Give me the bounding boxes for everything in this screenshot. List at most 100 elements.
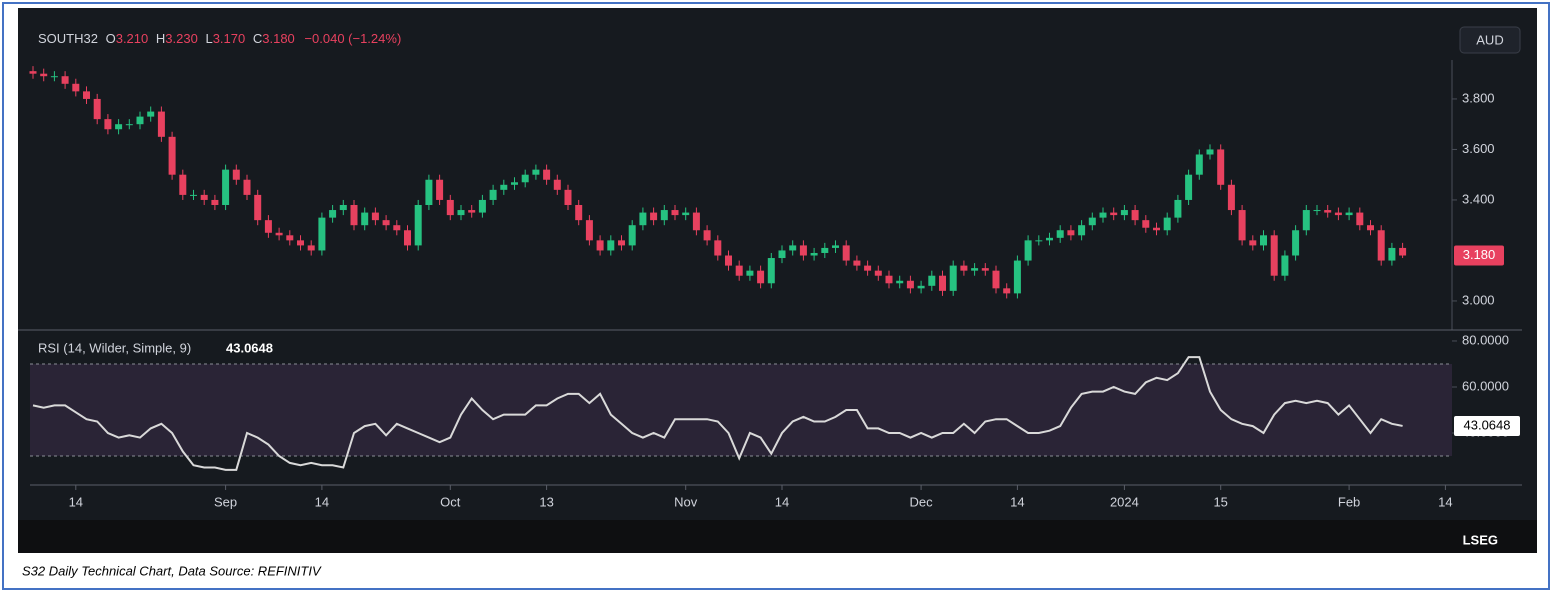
- rsi-y-tick-label: 60.0000: [1462, 378, 1509, 393]
- candle-body: [981, 268, 989, 271]
- candle-body: [1270, 235, 1278, 276]
- rsi-current-badge: [1454, 415, 1520, 436]
- candle-body: [532, 169, 540, 175]
- x-tick-label: 14: [775, 494, 789, 509]
- candle-body: [1313, 210, 1321, 212]
- candle-body: [468, 210, 476, 213]
- candle-body: [1195, 154, 1203, 175]
- close-value: 3.180: [262, 31, 295, 46]
- candle-body: [93, 98, 101, 120]
- candle-body: [650, 212, 658, 221]
- candle-body: [339, 205, 347, 211]
- candle-body: [1206, 149, 1214, 155]
- candle-body: [853, 260, 861, 266]
- candle-body: [821, 247, 829, 253]
- candle-body: [382, 220, 390, 226]
- x-tick-label: 15: [1213, 494, 1227, 509]
- candle-body: [50, 76, 58, 78]
- candle-body: [543, 169, 551, 180]
- candle-body: [329, 210, 337, 218]
- open-label: O: [106, 31, 116, 46]
- rsi-y-tick-label: 80.0000: [1462, 332, 1509, 347]
- candle-body: [243, 179, 251, 195]
- candle-body: [457, 210, 465, 216]
- candle-body: [928, 275, 936, 286]
- candle-body: [596, 240, 604, 251]
- candle-body: [1185, 174, 1193, 200]
- candle-body: [725, 255, 732, 266]
- candle-body: [500, 184, 508, 190]
- candle-body: [157, 111, 165, 137]
- caption: S32 Daily Technical Chart, Data Source: …: [22, 563, 322, 578]
- currency-button[interactable]: [1459, 26, 1521, 54]
- candle-body: [222, 169, 230, 205]
- candle-body: [1249, 240, 1257, 246]
- candle-body: [1302, 210, 1310, 231]
- candle-body: [275, 232, 283, 236]
- candle-body: [607, 240, 615, 251]
- candle-body: [992, 270, 1000, 289]
- candle-body: [864, 265, 872, 271]
- x-tick-label: Sep: [214, 494, 237, 509]
- candle-body: [147, 111, 155, 117]
- candle-body: [1088, 217, 1096, 226]
- candle-body: [639, 212, 647, 226]
- candle-body: [842, 245, 850, 261]
- candle-body: [1356, 212, 1364, 226]
- rsi-current: 43.0648: [226, 340, 273, 355]
- candle-body: [179, 174, 187, 195]
- x-tick-label: 14: [315, 494, 329, 509]
- candle-body: [286, 235, 294, 241]
- candle-body: [585, 220, 593, 241]
- candle-body: [1153, 227, 1160, 231]
- x-tick-label: 2024: [1110, 494, 1139, 509]
- candle-body: [1399, 247, 1407, 256]
- rsi-title: RSI (14, Wilder, Simple, 9): [38, 340, 191, 355]
- candle-body: [1099, 212, 1107, 218]
- candle-body: [885, 275, 893, 284]
- candle-body: [1238, 210, 1246, 241]
- candle-body: [618, 240, 625, 246]
- change: −0.040 (−1.24%): [304, 31, 401, 46]
- candle-body: [307, 245, 315, 251]
- candle-body: [1345, 212, 1353, 216]
- candle-body: [757, 270, 765, 284]
- candle-body: [1013, 260, 1021, 294]
- candle-body: [404, 230, 411, 246]
- x-tick-label: 14: [69, 494, 83, 509]
- candle-body: [917, 285, 925, 289]
- candle-body: [136, 116, 144, 125]
- candle-body: [168, 136, 176, 175]
- candle-body: [832, 245, 839, 248]
- candle-body: [714, 240, 722, 256]
- candle-body: [874, 270, 882, 276]
- candle-body: [660, 210, 668, 221]
- candle-body: [1067, 230, 1075, 236]
- candle-body: [489, 189, 497, 200]
- candle-body: [414, 205, 422, 246]
- candle-body: [1292, 230, 1300, 256]
- candle-body: [1217, 149, 1225, 185]
- candle-body: [1131, 210, 1139, 221]
- candle-body: [478, 199, 486, 213]
- candle-body: [318, 217, 326, 251]
- rsi-line: [32, 356, 1403, 471]
- rsi-current-badge-label: 43.0648: [1464, 417, 1511, 432]
- high-value: 3.230: [165, 31, 198, 46]
- footer-strip: [18, 520, 1537, 553]
- candle-body: [125, 124, 133, 126]
- candle-body: [1260, 235, 1267, 246]
- candle-body: [1078, 225, 1086, 236]
- candle-body: [297, 240, 304, 246]
- candle-body: [767, 258, 775, 284]
- candle-body: [425, 179, 433, 205]
- candle-body: [1324, 210, 1332, 213]
- rsi-band: [30, 363, 1452, 457]
- candle-body: [778, 250, 786, 259]
- candle-body: [115, 124, 123, 130]
- candle-body: [40, 73, 48, 77]
- candle-body: [692, 212, 700, 231]
- candle-body: [1003, 288, 1011, 294]
- candle-body: [521, 174, 529, 183]
- candle-body: [896, 280, 904, 284]
